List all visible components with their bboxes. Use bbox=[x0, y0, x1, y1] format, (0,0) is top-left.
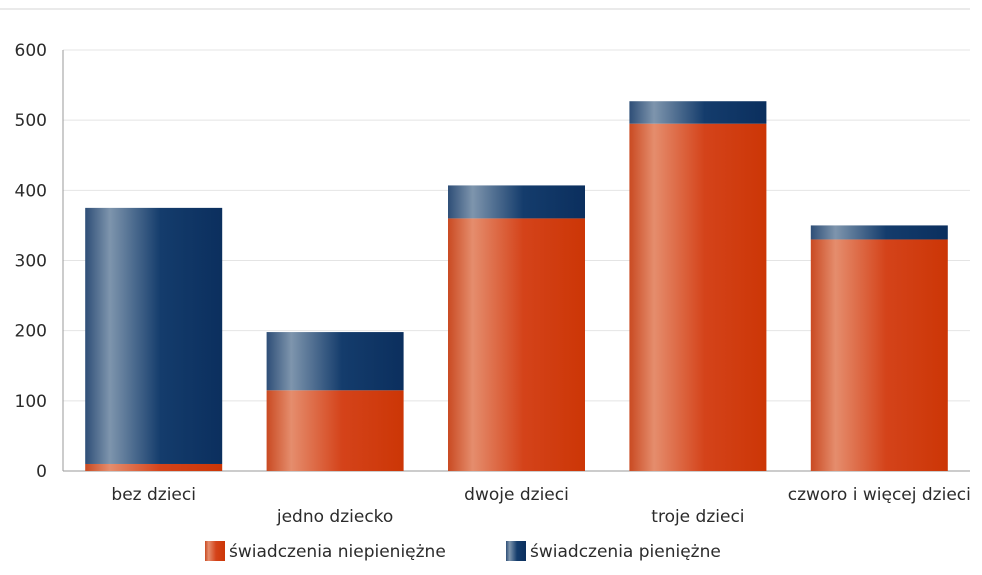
bar-segment-pieniezne bbox=[85, 207, 223, 464]
y-tick-label: 400 bbox=[15, 181, 47, 201]
legend: świadczenia niepieniężne świadczenia pien… bbox=[205, 541, 721, 562]
x-category-label: bez dzieci bbox=[111, 485, 196, 505]
y-tick-label: 600 bbox=[15, 41, 47, 61]
y-tick-label: 300 bbox=[15, 252, 47, 272]
y-axis-ticks: 0 100 200 300 400 500 600 bbox=[15, 41, 47, 482]
x-category-label: jedno dziecko bbox=[276, 507, 393, 527]
bar-segment-niepieniezne bbox=[629, 123, 767, 472]
bar-segment-pieniezne bbox=[448, 185, 585, 219]
legend-swatch bbox=[506, 541, 526, 561]
y-tick-label: 0 bbox=[36, 462, 47, 482]
bar-segment-niepieniezne bbox=[448, 218, 585, 471]
y-tick-label: 100 bbox=[15, 392, 47, 412]
legend-label: świadczenia pieniężne bbox=[530, 542, 721, 562]
y-tick-label: 500 bbox=[15, 111, 47, 131]
legend-swatch bbox=[205, 541, 225, 561]
legend-label: świadczenia niepieniężne bbox=[229, 542, 446, 562]
x-axis-labels: bez dzieci jedno dziecko dwoje dzieci troje… bbox=[111, 485, 970, 527]
y-tick-label: 200 bbox=[15, 322, 47, 342]
bar-segment-niepieniezne bbox=[810, 239, 948, 471]
x-category-label: troje dzieci bbox=[651, 507, 744, 527]
bar-segment-pieniezne bbox=[629, 101, 767, 124]
x-category-label: czworo i więcej dzieci bbox=[788, 485, 971, 505]
x-category-label: dwoje dzieci bbox=[464, 485, 569, 505]
bar-segment-niepieniezne bbox=[85, 463, 223, 471]
bar-segment-pieniezne bbox=[810, 225, 948, 240]
bars bbox=[85, 101, 948, 472]
bar-segment-pieniezne bbox=[266, 332, 404, 391]
bar-segment-niepieniezne bbox=[266, 390, 404, 471]
